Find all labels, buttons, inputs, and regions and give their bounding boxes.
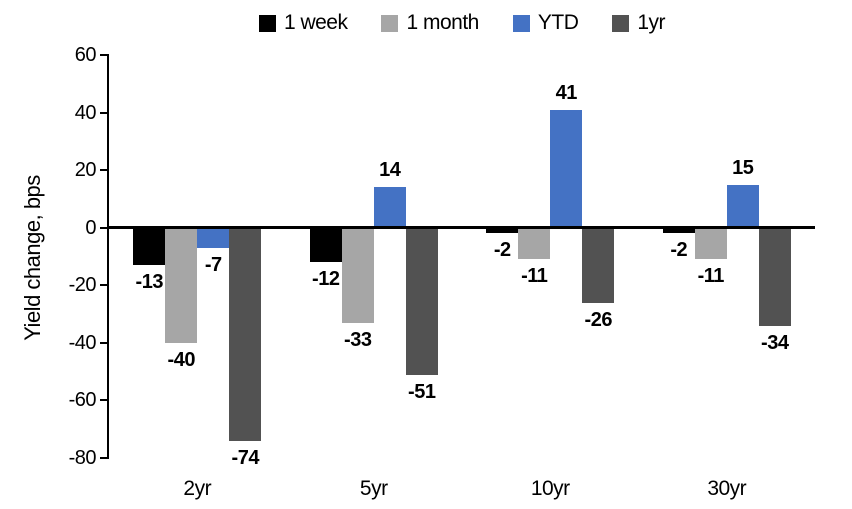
bar-value-label: -40: [167, 348, 196, 371]
bar-5yr-1-week: [309, 227, 342, 263]
bar-value-label: 14: [379, 159, 401, 182]
legend-label: 1 week: [283, 11, 348, 34]
bar-value-label: -12: [312, 268, 340, 291]
bar-value-label: -34: [761, 331, 789, 354]
y-axis-tick-mark: [100, 226, 109, 229]
legend-swatch-4: [612, 14, 630, 32]
bar-value-label: -51: [408, 380, 436, 403]
y-axis-tick-label: -80: [68, 447, 97, 469]
legend-label: 1 month: [406, 11, 479, 34]
bar-10yr-1-week: [486, 227, 519, 234]
legend-label: 1yr: [637, 11, 666, 34]
x-axis-zero-line: [107, 226, 815, 230]
bar-value-label: -2: [670, 239, 688, 262]
bar-5yr-1yr: [405, 227, 438, 375]
bar-2yr-YTD: [197, 227, 230, 248]
bar-value-label: -11: [521, 265, 548, 288]
y-axis-tick-mark: [100, 169, 109, 172]
y-axis-tick-label: -60: [68, 389, 97, 412]
bar-value-label: -33: [344, 328, 372, 351]
bar-10yr-YTD: [550, 109, 583, 228]
bar-5yr-1-month: [341, 227, 374, 323]
x-axis-category-label: 5yr: [359, 477, 388, 500]
y-axis-tick-label: -20: [68, 274, 97, 297]
bar-30yr-1-month: [694, 227, 727, 260]
y-axis-tick-label: 0: [85, 216, 96, 239]
y-axis-tick-mark: [100, 284, 109, 287]
bar-2yr-1-week: [133, 227, 166, 266]
legend-swatch-1: [258, 14, 276, 32]
bar-value-label: -7: [204, 253, 222, 276]
bar-2yr-1yr: [229, 227, 262, 441]
legend-swatch-3: [512, 14, 530, 32]
bar-10yr-1yr: [582, 227, 615, 303]
y-axis-tick-label: 60: [74, 44, 97, 66]
legend-label: YTD: [537, 11, 579, 34]
legend-swatch-2: [381, 14, 399, 32]
bar-value-label: -2: [493, 239, 511, 262]
x-axis-category-label: 2yr: [183, 477, 212, 500]
legend-item: 1yr: [612, 11, 666, 35]
y-axis-tick-mark: [100, 399, 109, 402]
y-axis-line: [107, 55, 109, 458]
bar-10yr-1-month: [518, 227, 551, 260]
bar-value-label: -13: [135, 271, 164, 294]
y-axis-tick-mark: [100, 341, 109, 344]
bar-2yr-1-month: [165, 227, 198, 343]
bar-30yr-1yr: [758, 227, 791, 326]
y-axis-tick-label: 40: [74, 101, 97, 124]
legend-item: 1 month: [381, 11, 479, 35]
y-axis-tick-label: 20: [74, 159, 97, 182]
bar-5yr-YTD: [373, 187, 406, 228]
y-axis-tick-mark: [100, 457, 109, 459]
bar-30yr-YTD: [726, 184, 759, 228]
bar-value-label: -74: [231, 446, 260, 469]
bar-value-label: -26: [584, 308, 613, 331]
legend: 1 week 1 month YTD 1yr: [109, 8, 815, 38]
y-axis-tick-label: -40: [68, 331, 97, 354]
legend-item: 1 week: [258, 11, 348, 35]
x-axis-category-label: 30yr: [707, 477, 747, 500]
y-axis-title: Yield change, bps: [20, 175, 45, 341]
bar-value-label: 15: [732, 156, 754, 179]
bar-value-label: 41: [555, 81, 578, 104]
bar-30yr-1-week: [662, 227, 695, 234]
y-axis-tick-mark: [100, 54, 109, 56]
legend-item: YTD: [512, 11, 579, 35]
x-axis-category-label: 10yr: [530, 477, 570, 500]
bar-value-label: -11: [697, 265, 725, 288]
y-axis-tick-mark: [100, 111, 109, 114]
